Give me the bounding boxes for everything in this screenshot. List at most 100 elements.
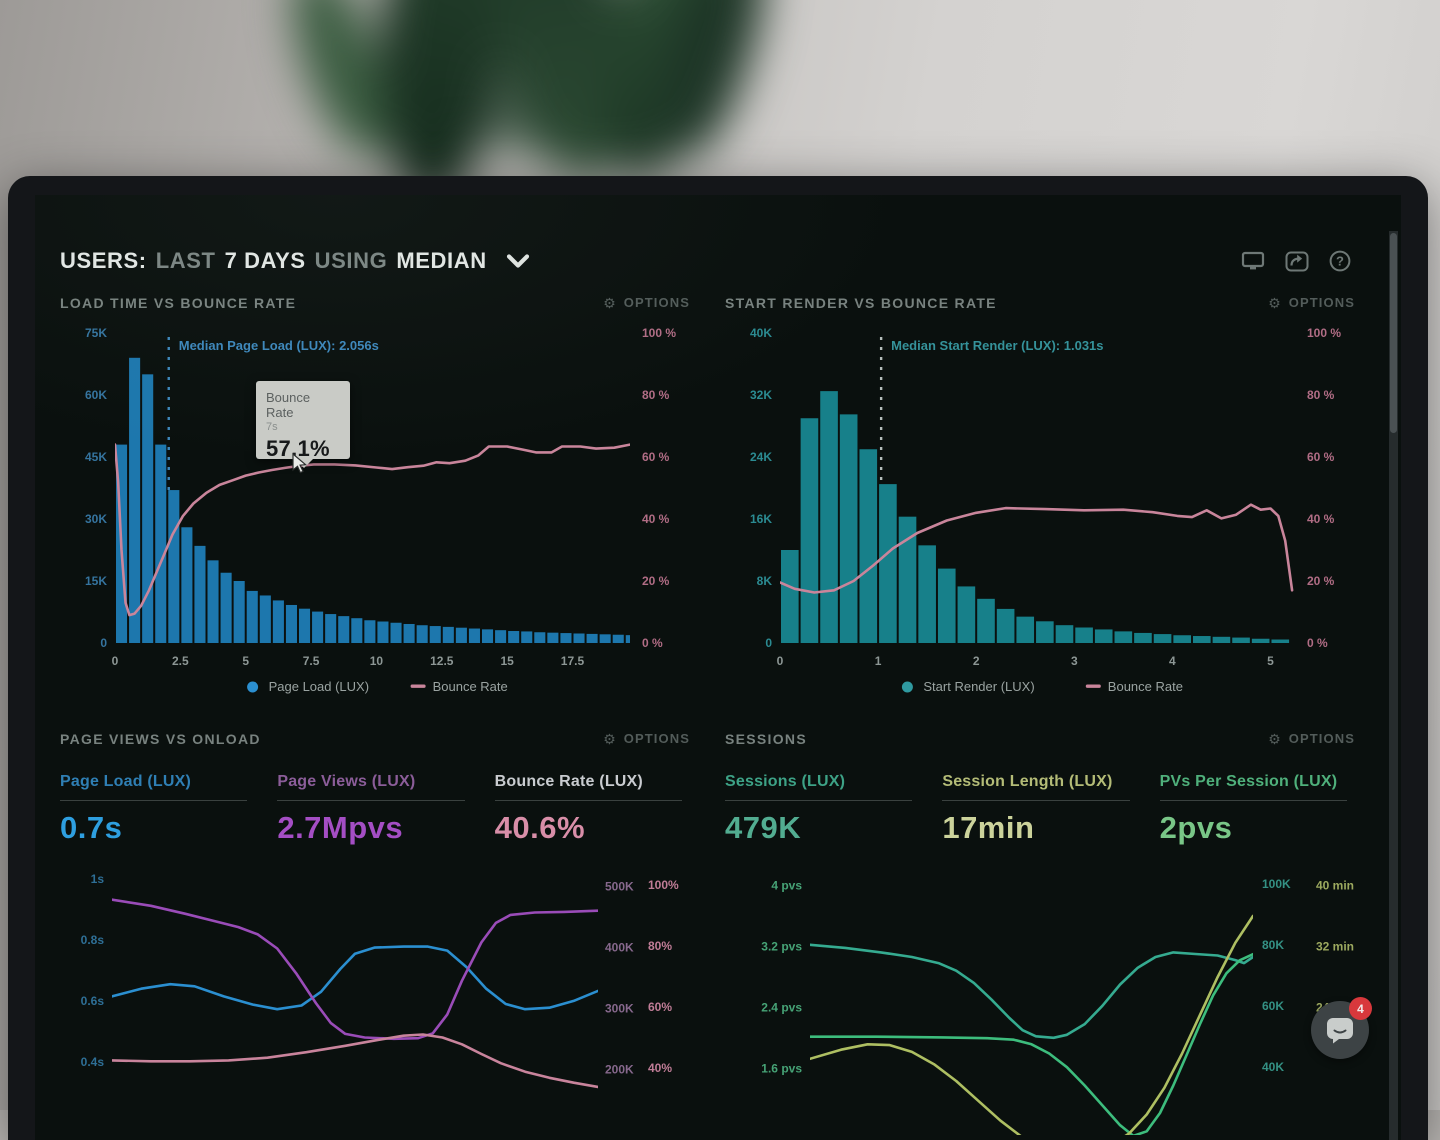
metric-page-views: Page Views (LUX) 2.7Mpvs <box>277 773 472 865</box>
svg-text:0.6s: 0.6s <box>81 994 105 1008</box>
metric-value: 479K <box>725 810 920 846</box>
svg-text:Page Load (LUX): Page Load (LUX) <box>269 679 369 694</box>
options-button[interactable]: ⚙OPTIONS <box>603 295 690 310</box>
svg-text:16K: 16K <box>750 512 772 526</box>
options-button[interactable]: ⚙OPTIONS <box>1268 295 1355 310</box>
panel-title: SESSIONS <box>725 731 807 747</box>
panel-title: LOAD TIME VS BOUNCE RATE <box>60 295 296 311</box>
svg-text:12.5: 12.5 <box>430 654 454 668</box>
svg-text:32 min: 32 min <box>1316 940 1354 954</box>
metric-label: Session Length (LUX) <box>942 773 1137 791</box>
share-icon[interactable] <box>1285 250 1309 272</box>
chat-badge: 4 <box>1349 997 1372 1020</box>
svg-text:24K: 24K <box>750 450 772 464</box>
svg-text:5: 5 <box>1267 654 1274 668</box>
svg-text:400K: 400K <box>605 940 634 954</box>
panel-title: PAGE VIEWS VS ONLOAD <box>60 731 261 747</box>
chart-tooltip: Bounce Rate 7s 57.1% <box>256 381 350 459</box>
panel-page-views: PAGE VIEWS VS ONLOAD ⚙OPTIONS Page Load … <box>60 731 690 1135</box>
metric-pvs-per-session: PVs Per Session (LUX) 2pvs <box>1160 773 1355 865</box>
scrollbar-track[interactable] <box>1389 231 1398 1140</box>
gear-icon: ⚙ <box>603 733 617 745</box>
svg-text:Start Render (LUX): Start Render (LUX) <box>923 679 1034 694</box>
svg-text:15K: 15K <box>85 574 107 588</box>
display-icon[interactable] <box>1241 251 1265 271</box>
dashboard-screen: USERS: LAST 7 DAYS USING MEDIAN ? <box>35 195 1401 1140</box>
svg-text:300K: 300K <box>605 1001 634 1015</box>
svg-text:60 %: 60 % <box>642 450 670 464</box>
options-button[interactable]: ⚙OPTIONS <box>603 731 690 746</box>
help-icon[interactable]: ? <box>1329 250 1351 272</box>
title-using: USING <box>315 248 388 274</box>
tooltip-subtitle: 7s <box>266 421 340 433</box>
panel-sessions: SESSIONS ⚙OPTIONS Sessions (LUX) 479K Se… <box>725 731 1355 1135</box>
svg-text:8K: 8K <box>757 574 773 588</box>
svg-text:100 %: 100 % <box>642 326 676 340</box>
svg-text:7.5: 7.5 <box>303 654 320 668</box>
svg-text:1.6 pvs: 1.6 pvs <box>761 1062 802 1076</box>
svg-text:Bounce Rate: Bounce Rate <box>1108 679 1183 694</box>
svg-text:80K: 80K <box>1262 938 1284 952</box>
svg-text:17.5: 17.5 <box>561 654 585 668</box>
gear-icon: ⚙ <box>1268 297 1282 309</box>
svg-text:0: 0 <box>112 654 119 668</box>
metric-label: PVs Per Session (LUX) <box>1160 773 1355 791</box>
svg-text:80 %: 80 % <box>642 388 670 402</box>
svg-text:500K: 500K <box>605 879 634 893</box>
svg-text:4 pvs: 4 pvs <box>771 879 802 893</box>
svg-text:0 %: 0 % <box>1307 636 1328 650</box>
svg-text:0: 0 <box>765 636 772 650</box>
dashboard-header: USERS: LAST 7 DAYS USING MEDIAN ? <box>60 240 1351 282</box>
svg-text:?: ? <box>1336 254 1344 269</box>
metric-label: Page Views (LUX) <box>277 773 472 791</box>
chevron-down-icon[interactable] <box>506 254 530 269</box>
svg-text:2: 2 <box>973 654 980 668</box>
svg-text:0: 0 <box>777 654 784 668</box>
chat-bubble-icon <box>1325 1016 1355 1044</box>
svg-text:15: 15 <box>500 654 514 668</box>
title-last: LAST <box>156 248 216 274</box>
svg-text:5: 5 <box>242 654 249 668</box>
svg-text:60%: 60% <box>648 1000 672 1014</box>
svg-text:60 %: 60 % <box>1307 450 1335 464</box>
svg-text:60K: 60K <box>1262 999 1284 1013</box>
scrollbar-thumb[interactable] <box>1390 233 1397 433</box>
svg-text:100K: 100K <box>1262 877 1291 891</box>
svg-text:40 %: 40 % <box>642 512 670 526</box>
chat-widget-button[interactable]: 4 <box>1311 1001 1369 1059</box>
svg-text:45K: 45K <box>85 450 107 464</box>
metric-session-length: Session Length (LUX) 17min <box>942 773 1137 865</box>
page-views-chart[interactable]: 1s0.8s0.6s0.4s500K400K300K200K100%80%60%… <box>60 865 690 1135</box>
metric-label: Sessions (LUX) <box>725 773 920 791</box>
svg-text:10: 10 <box>370 654 384 668</box>
svg-text:Bounce Rate: Bounce Rate <box>433 679 508 694</box>
mouse-cursor-icon <box>292 453 307 479</box>
metric-value: 17min <box>942 810 1137 846</box>
svg-text:0: 0 <box>100 636 107 650</box>
title-metric: MEDIAN <box>396 248 486 274</box>
gear-icon: ⚙ <box>1268 733 1282 745</box>
svg-text:1: 1 <box>875 654 882 668</box>
svg-text:32K: 32K <box>750 388 772 402</box>
title-users: USERS: <box>60 248 147 274</box>
svg-text:4: 4 <box>1169 654 1176 668</box>
metric-label: Page Load (LUX) <box>60 773 255 791</box>
svg-text:1s: 1s <box>91 872 105 886</box>
metric-label: Bounce Rate (LUX) <box>495 773 690 791</box>
svg-text:60K: 60K <box>85 388 107 402</box>
svg-text:40 min: 40 min <box>1316 879 1354 893</box>
tooltip-title: Bounce Rate <box>266 390 340 420</box>
svg-text:40%: 40% <box>648 1061 672 1075</box>
metric-row: Page Load (LUX) 0.7s Page Views (LUX) 2.… <box>60 773 690 865</box>
metric-value: 40.6% <box>495 810 690 846</box>
metric-value: 0.7s <box>60 810 255 846</box>
options-button[interactable]: ⚙OPTIONS <box>1268 731 1355 746</box>
svg-text:40K: 40K <box>1262 1060 1284 1074</box>
svg-text:3.2 pvs: 3.2 pvs <box>761 940 802 954</box>
svg-text:40 %: 40 % <box>1307 512 1335 526</box>
